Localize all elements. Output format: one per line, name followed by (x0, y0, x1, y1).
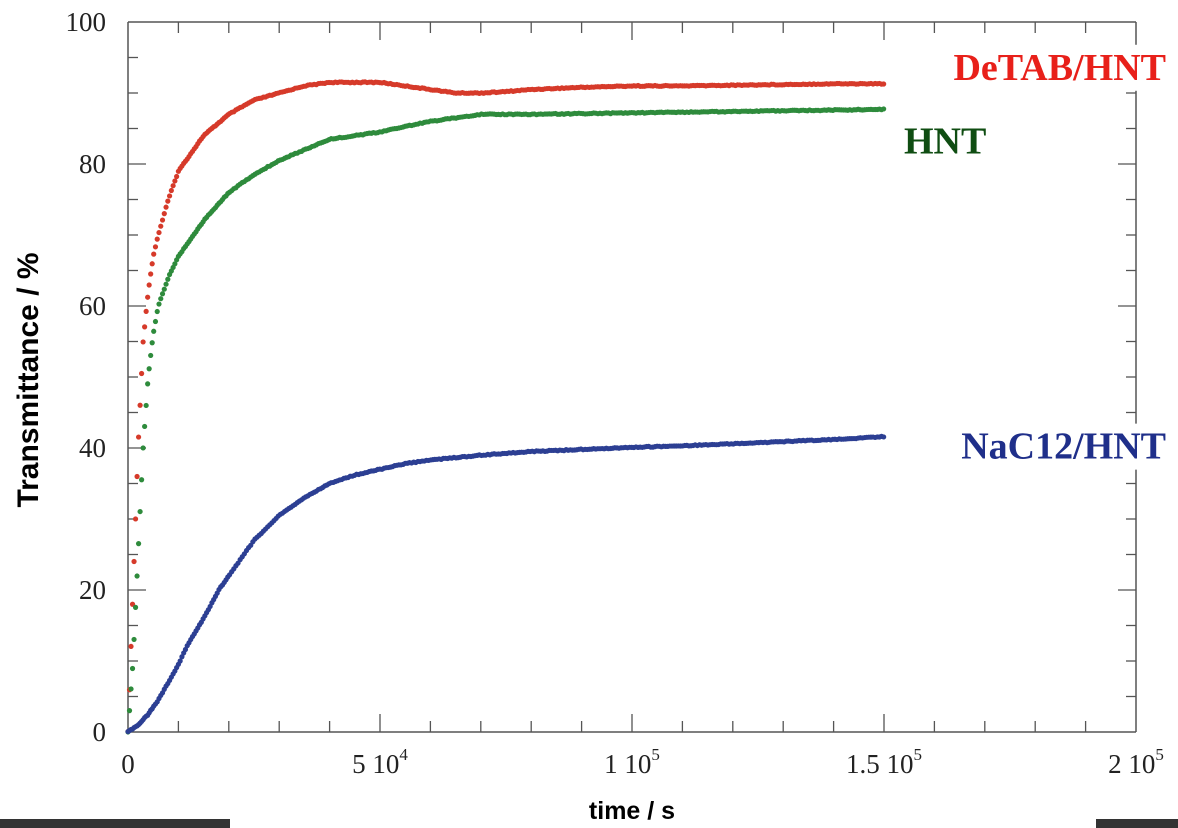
data-point (159, 217, 166, 223)
data-point (131, 558, 137, 565)
data-point (135, 541, 142, 547)
data-point (139, 477, 145, 483)
data-point (140, 339, 146, 345)
data-point (132, 604, 139, 610)
data-point (143, 308, 149, 314)
data-point (128, 686, 134, 692)
data-point (145, 294, 151, 300)
data-point (146, 282, 152, 288)
data-point (168, 187, 174, 194)
data-point (152, 318, 159, 325)
data-point (132, 516, 139, 522)
data-point (881, 106, 887, 112)
data-point (163, 281, 169, 287)
y-tick-label: 60 (79, 291, 106, 321)
data-point (165, 276, 171, 282)
data-point (154, 236, 160, 242)
bottom-left-bar (0, 819, 230, 828)
series-label: NaC12/HNT (961, 426, 1166, 468)
series-label: HNT (904, 120, 986, 162)
data-point (881, 434, 887, 440)
series-label-background (900, 118, 991, 165)
data-point (149, 340, 155, 346)
data-point (881, 81, 887, 87)
data-point (148, 271, 154, 277)
data-point (163, 204, 169, 210)
data-point (143, 402, 149, 409)
data-point (149, 261, 155, 267)
series-label-background (949, 44, 1170, 91)
series-2-points (125, 433, 887, 735)
data-point (142, 423, 148, 430)
data-point (154, 308, 160, 315)
x-tick-labels: 0 5 104 1 105 1.5 105 2 105 (121, 745, 1164, 779)
data-point (172, 261, 178, 267)
data-point (151, 328, 157, 334)
series-1-points (125, 106, 887, 735)
data-point (135, 434, 142, 440)
data-point (156, 229, 162, 236)
x-tick-label: 1 105 (604, 745, 660, 779)
y-tick-labels: 0 20 40 60 80 100 (66, 7, 107, 747)
axis-ticks (128, 22, 1136, 732)
y-tick-label: 80 (79, 149, 106, 179)
data-point (156, 301, 162, 307)
data-point (158, 296, 164, 302)
data-point (145, 381, 151, 387)
series-label-backgrounds (900, 44, 1170, 470)
x-tick-label: 2 105 (1108, 745, 1164, 779)
data-point (128, 643, 134, 650)
x-axis-title: time / s (589, 797, 675, 825)
data-point (137, 508, 143, 515)
data-point (161, 211, 167, 217)
data-point (177, 658, 183, 664)
series-labels: DeTAB/HNT HNT NaC12/HNT (904, 47, 1166, 468)
data-point (172, 178, 178, 184)
y-tick-label: 40 (79, 433, 106, 463)
data-point (158, 223, 164, 229)
data-point (152, 244, 159, 250)
y-tick-label: 20 (79, 575, 106, 605)
series-0-points (125, 79, 887, 735)
data-point (134, 573, 140, 579)
data-points (125, 79, 887, 735)
data-point (148, 352, 154, 359)
series-label-background (957, 423, 1170, 470)
data-point (140, 445, 146, 451)
data-point (151, 251, 157, 257)
data-point (131, 636, 137, 643)
x-tick-label: 0 (121, 749, 135, 779)
y-axis-title: Transmittance / % (12, 252, 45, 507)
data-point (126, 708, 133, 714)
x-tick-label: 1.5 105 (846, 745, 922, 779)
data-point (129, 665, 136, 672)
data-point (134, 473, 140, 480)
data-point (142, 324, 148, 330)
data-point (137, 402, 143, 408)
data-point (139, 370, 145, 377)
data-point (159, 291, 166, 297)
data-point (166, 193, 173, 199)
data-point (174, 173, 180, 180)
bottom-right-bar (1096, 819, 1178, 828)
data-point (146, 366, 152, 372)
x-tick-label: 5 104 (352, 745, 408, 779)
data-point (170, 183, 176, 189)
data-point (161, 286, 167, 292)
series-label: DeTAB/HNT (953, 47, 1166, 89)
y-tick-label: 0 (93, 717, 107, 747)
y-tick-label: 100 (66, 7, 107, 37)
data-point (165, 198, 171, 204)
